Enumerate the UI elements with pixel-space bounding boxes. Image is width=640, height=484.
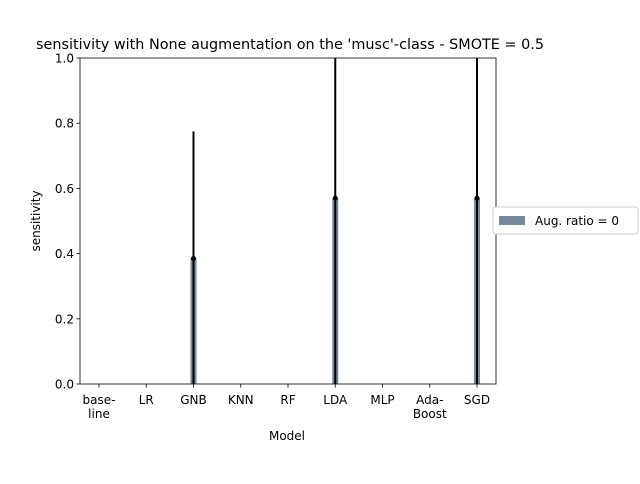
y-tick-label: 0.2 <box>55 312 74 326</box>
legend: Aug. ratio = 0 <box>492 206 639 235</box>
mean-marker <box>191 255 196 261</box>
chart-title: sensitivity with None augmentation on th… <box>36 37 544 53</box>
x-axis-label: Model <box>269 429 305 443</box>
mean-marker <box>474 195 480 201</box>
x-tick-label: line <box>88 407 110 421</box>
x-tick-label: Ada- <box>416 393 443 407</box>
y-tick-label: 0.8 <box>55 117 74 131</box>
axes-frame <box>79 57 497 385</box>
x-tick-label: GNB <box>180 393 207 407</box>
x-tick-label: LR <box>139 393 154 407</box>
y-tick-label: 0.4 <box>55 247 74 261</box>
y-axis-label: sensitivity <box>29 190 43 251</box>
x-tick-label: RF <box>280 393 295 407</box>
x-tick-label: Boost <box>413 407 447 421</box>
x-tick-label: LDA <box>323 393 348 407</box>
x-tick-label: MLP <box>370 393 394 407</box>
y-tick-label: 1.0 <box>55 52 74 66</box>
x-tick-label: base- <box>83 393 116 407</box>
plot-area: 0.0 0.2 0.4 0.6 0.8 1.0 base-line LR GNB KNN RF LDA… <box>55 52 497 421</box>
x-tick-label: KNN <box>228 393 254 407</box>
legend-swatch <box>499 216 525 225</box>
y-tick-label: 0.0 <box>55 378 74 392</box>
legend-entry: Aug. ratio = 0 <box>535 214 619 228</box>
y-tick-label: 0.6 <box>55 182 74 196</box>
x-tick-label: SGD <box>464 393 490 407</box>
legend-frame <box>492 206 639 235</box>
mean-marker <box>332 195 338 201</box>
